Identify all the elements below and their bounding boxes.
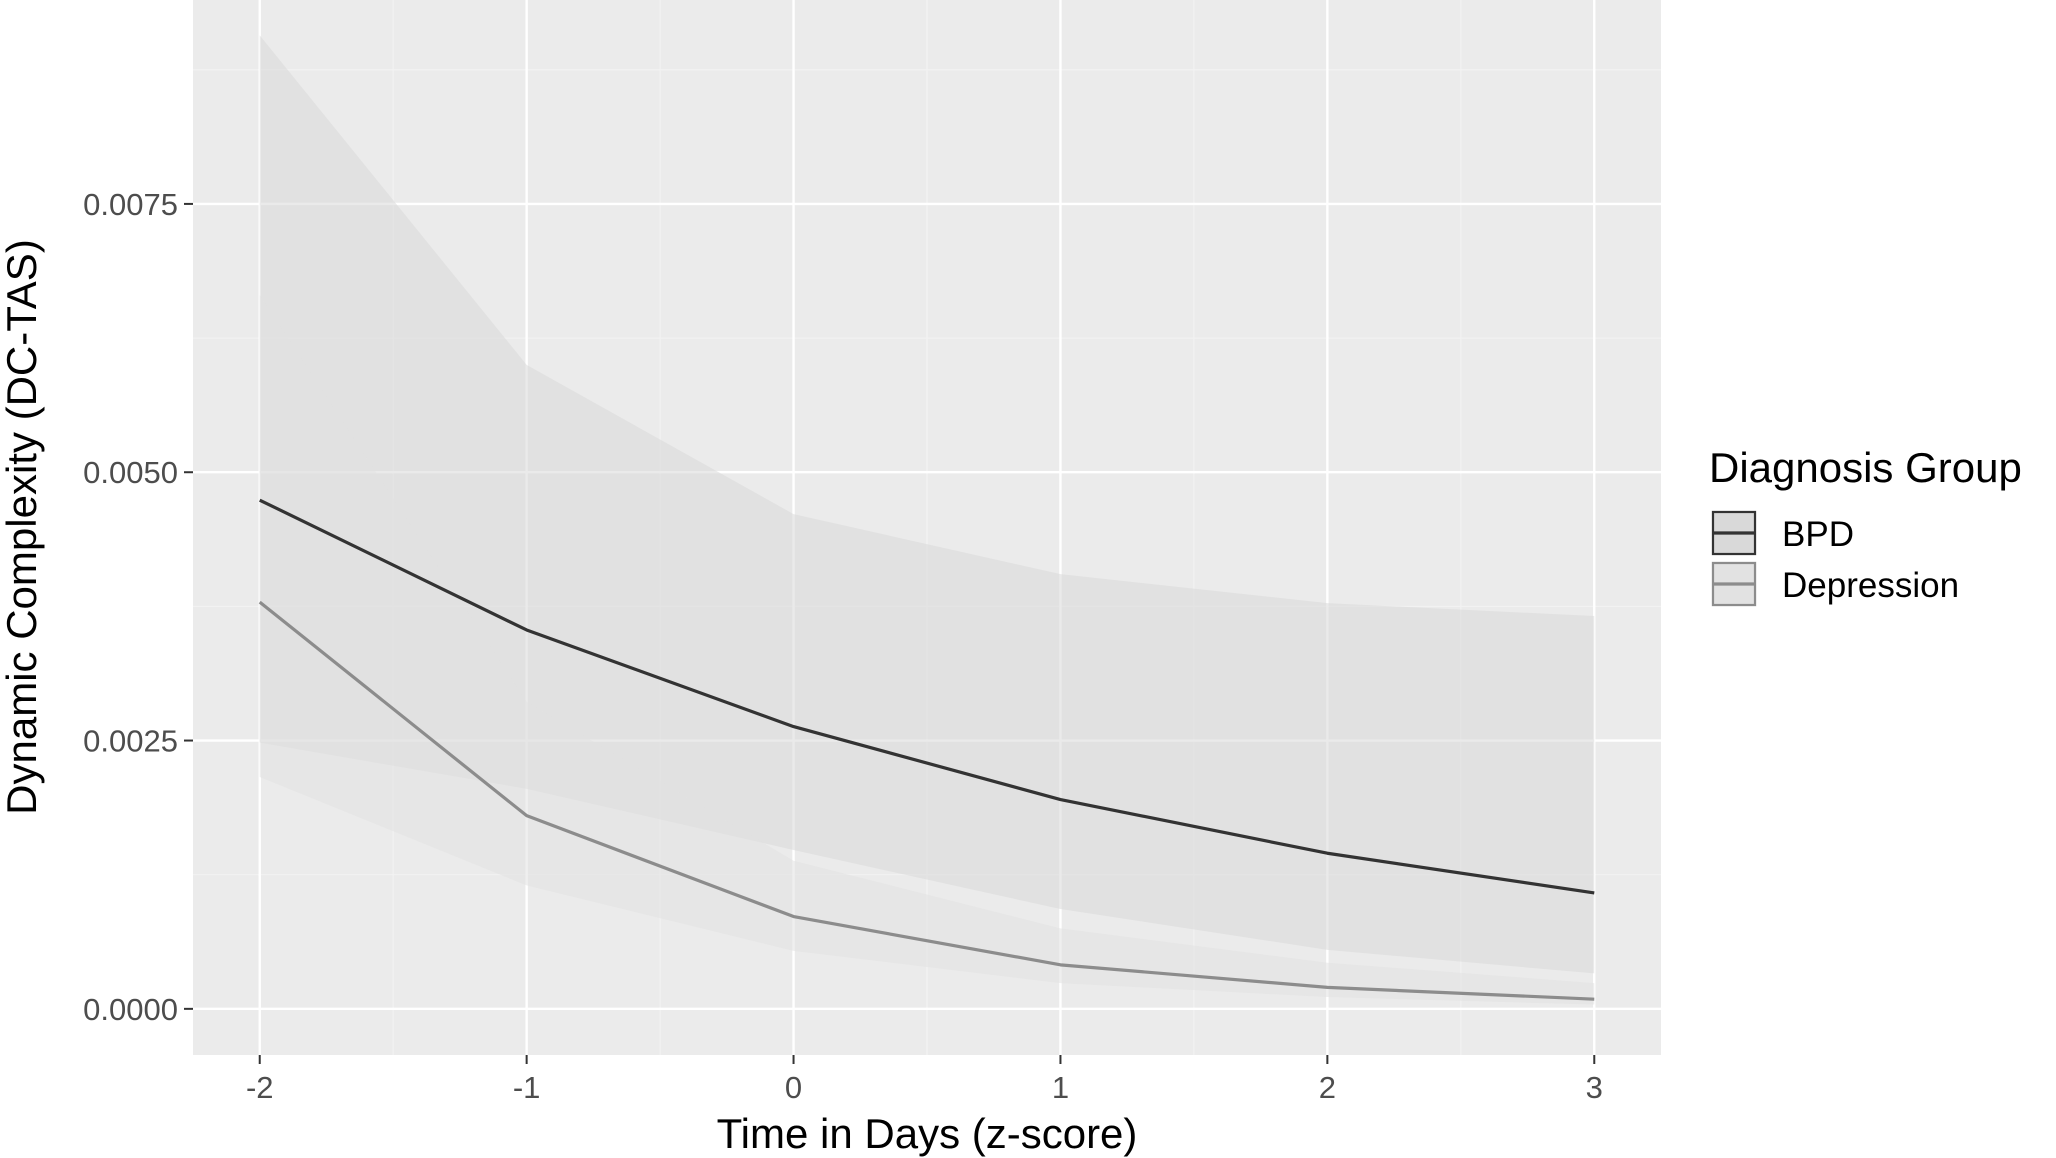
x-tick-label: -1 — [513, 1070, 541, 1105]
y-tick-label: 0.0025 — [83, 724, 178, 759]
series-lines — [258, 498, 1595, 1001]
legend-label-depression: Depression — [1782, 566, 1959, 605]
legend-title: Diagnosis Group — [1709, 444, 2022, 491]
x-axis: -2 -1 0 1 2 3 — [246, 1055, 1603, 1105]
line-depression — [258, 600, 1595, 1001]
x-tick-label: 3 — [1586, 1070, 1603, 1105]
legend-label-bpd: BPD — [1782, 515, 1854, 554]
x-axis-title: Time in Days (z-score) — [717, 1110, 1138, 1157]
x-tick-label: 1 — [1052, 1070, 1069, 1105]
y-axis-title: Dynamic Complexity (DC-TAS) — [0, 239, 45, 815]
y-tick-label: 0.0075 — [83, 187, 178, 222]
y-tick-label: 0.0050 — [83, 455, 178, 490]
ribbon-bpd — [259, 35, 1595, 974]
x-tick-label: 2 — [1319, 1070, 1336, 1105]
legend: Diagnosis Group BPD Depression — [1709, 444, 2022, 608]
y-tick-label: 0.0000 — [83, 992, 178, 1027]
ribbon-depression — [259, 295, 1595, 1005]
x-tick-label: 0 — [785, 1070, 802, 1105]
y-axis: 0.0000 0.0025 0.0050 0.0075 — [83, 187, 193, 1027]
line-bpd — [259, 498, 1595, 895]
confidence-ribbons — [259, 35, 1595, 1005]
x-tick-label: -2 — [246, 1070, 274, 1105]
